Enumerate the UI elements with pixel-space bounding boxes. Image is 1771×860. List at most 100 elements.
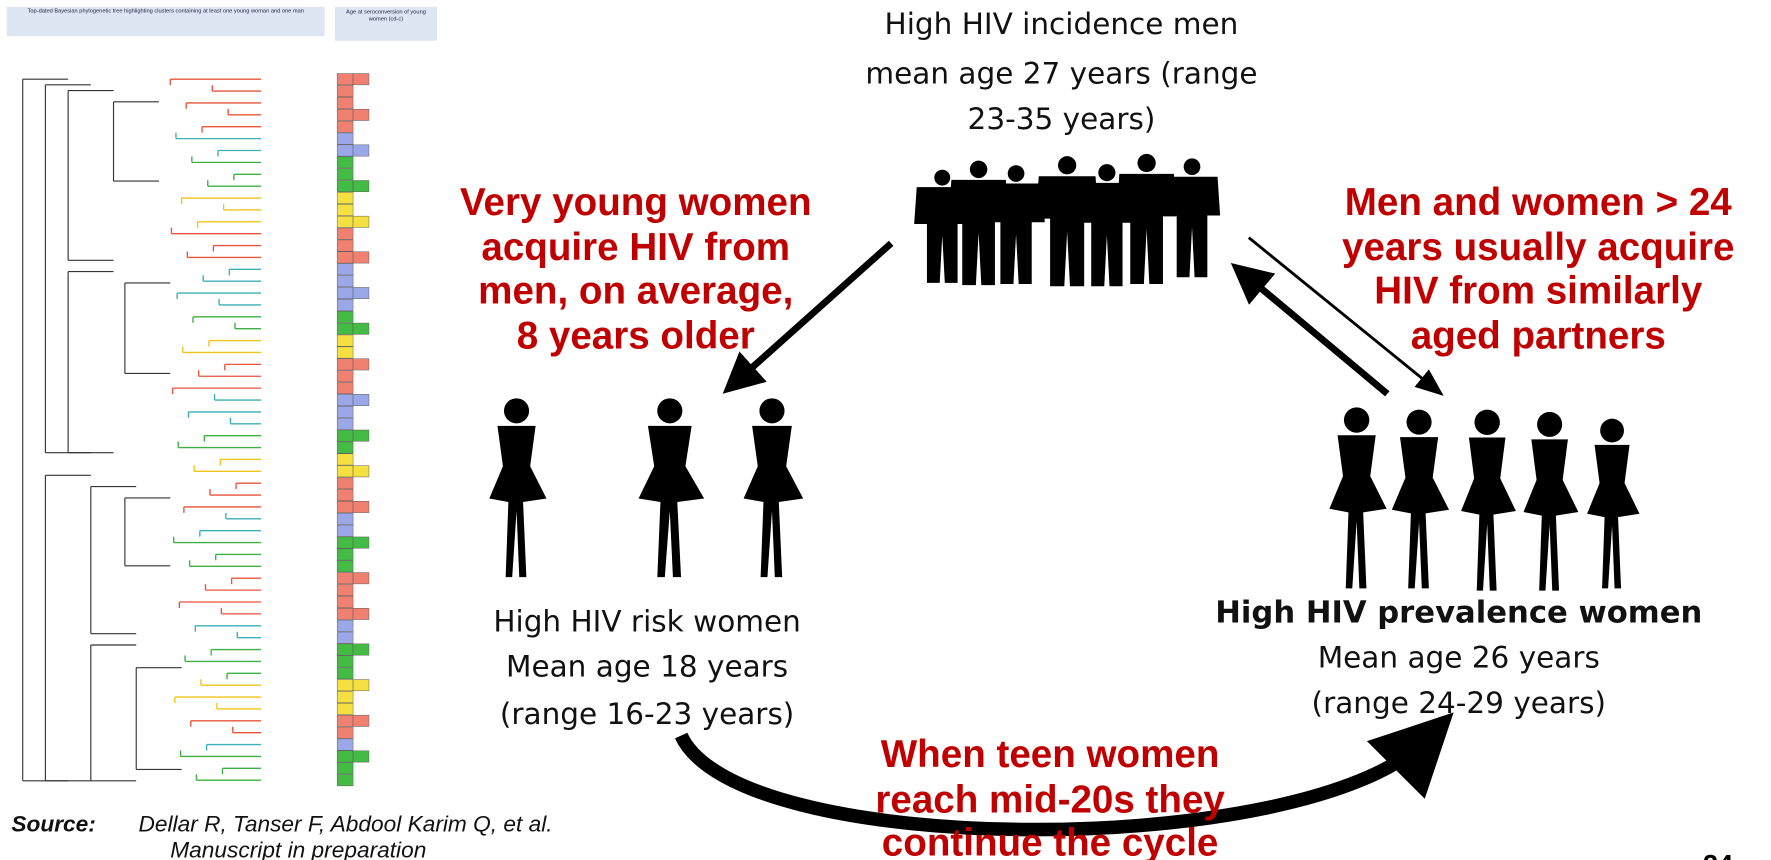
head <box>759 398 785 424</box>
age-cell <box>352 73 370 86</box>
age-cell <box>336 429 354 442</box>
silhouettes <box>489 153 1640 591</box>
age-cell <box>336 180 354 193</box>
age-cell <box>336 204 354 216</box>
phylogenetic-tree: Top-dated Bayesian phylogenetic tree hig… <box>6 6 438 787</box>
age-cell <box>336 168 354 181</box>
source-line: Manuscript in preparation <box>170 837 426 860</box>
note-line: acquire HIV from <box>481 226 790 269</box>
tree-column-title-box: Age at seroconversion of young women (cd… <box>346 9 426 23</box>
age-cell <box>336 441 354 454</box>
tree-column-header <box>334 6 438 41</box>
age-cell <box>336 132 354 145</box>
tree-column-title: Age at seroconversion of young women (cd… <box>346 9 426 23</box>
age-cell <box>336 394 354 406</box>
head <box>934 169 951 186</box>
young-women-title: High HIV risk women <box>493 604 801 638</box>
age-cell <box>336 382 354 395</box>
age-cell <box>336 607 354 620</box>
head <box>1406 409 1432 435</box>
age-cell <box>336 584 354 597</box>
note-line: men, on average, <box>478 269 793 312</box>
older-women-title: High HIV prevalence women <box>1215 595 1702 630</box>
age-cell <box>352 465 370 478</box>
age-cell <box>336 596 354 608</box>
age-cell <box>336 489 354 501</box>
age-cell <box>336 667 354 680</box>
age-cell <box>352 144 370 157</box>
figure <box>987 183 1045 285</box>
arrow <box>1230 263 1390 397</box>
age-cell <box>336 643 354 656</box>
age-cell <box>336 548 354 561</box>
age-cell <box>352 501 370 513</box>
age-cell <box>336 310 354 323</box>
age-cell <box>336 774 354 787</box>
age-cell <box>336 334 354 347</box>
figure <box>489 425 547 578</box>
age-cell <box>336 524 354 537</box>
age-cell <box>352 607 370 620</box>
older-women-detail: (range 24-29 years) <box>1312 686 1606 720</box>
age-cell <box>336 738 354 751</box>
head <box>1600 418 1624 443</box>
note-line: 8 years older <box>517 315 755 358</box>
figure <box>1461 437 1516 591</box>
page-number: 24 <box>1703 849 1733 860</box>
figure <box>1587 444 1640 589</box>
cycle-arrow <box>674 712 1454 837</box>
head <box>1343 407 1370 433</box>
age-cell <box>336 512 354 525</box>
age-cell <box>336 631 354 644</box>
right-note: Men and women > 24 years usually acquire… <box>1342 181 1734 357</box>
arrow <box>722 240 894 394</box>
age-cell <box>352 679 370 692</box>
head <box>1474 409 1500 435</box>
age-cell <box>336 192 354 204</box>
age-cell <box>336 120 354 133</box>
age-cell <box>336 536 354 549</box>
age-cell <box>336 406 354 418</box>
head <box>503 398 530 424</box>
age-cell <box>336 501 354 513</box>
arrow <box>1247 236 1444 396</box>
note-line: aged partners <box>1411 315 1666 358</box>
young-women-detail: Mean age 18 years <box>506 650 788 684</box>
age-cell <box>336 477 354 490</box>
men-title: High HIV incidence men <box>885 7 1239 41</box>
age-cell <box>352 714 370 727</box>
age-cell <box>352 287 370 299</box>
age-cell <box>336 144 354 157</box>
age-cell <box>352 215 370 228</box>
age-cell <box>352 251 370 264</box>
age-cell <box>352 180 370 193</box>
older-women-detail: Mean age 26 years <box>1318 641 1600 675</box>
age-cell <box>352 429 370 442</box>
age-cell <box>352 536 370 549</box>
age-cell <box>336 239 354 252</box>
men-detail: mean age 27 years (range <box>865 57 1257 91</box>
age-cell <box>336 714 354 727</box>
age-cell <box>352 394 370 406</box>
age-cell <box>336 560 354 573</box>
note-line: HIV from similarly <box>1374 269 1703 312</box>
age-cell <box>336 655 354 668</box>
figure <box>638 425 705 578</box>
cycle-line: reach mid-20s they <box>875 779 1225 822</box>
head <box>1058 156 1077 175</box>
note-line: years usually acquire <box>1342 226 1734 269</box>
head <box>1098 164 1116 182</box>
note-line: Very young women <box>460 181 812 224</box>
age-cell <box>336 619 354 632</box>
age-cell <box>336 156 354 169</box>
figure <box>1329 435 1387 589</box>
age-cell <box>336 465 354 478</box>
figure <box>743 425 804 578</box>
age-cell <box>336 417 354 430</box>
age-cell <box>352 108 370 121</box>
head <box>1007 165 1025 182</box>
head <box>1537 411 1563 437</box>
age-cell <box>336 322 354 335</box>
cycle-line: When teen women <box>881 733 1220 776</box>
age-cell <box>336 358 354 371</box>
